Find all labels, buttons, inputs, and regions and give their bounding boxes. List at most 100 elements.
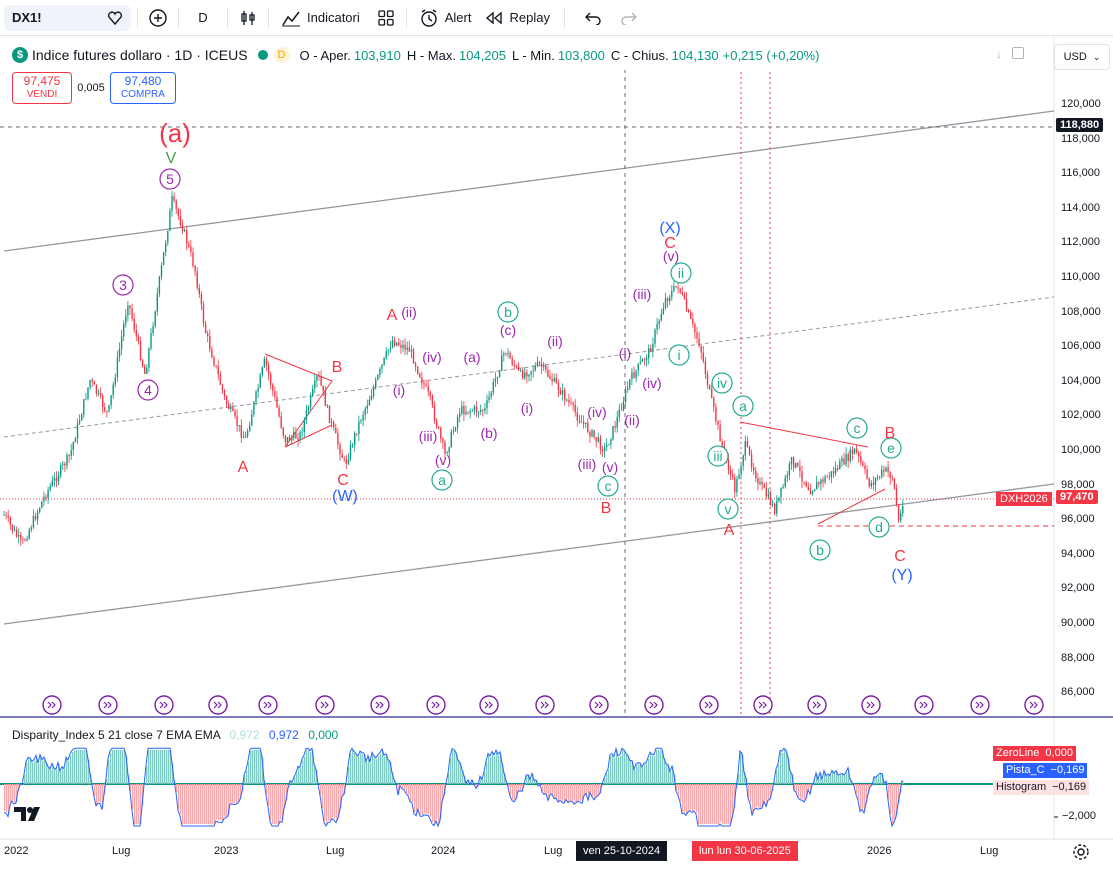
histogram-bar [292,782,294,784]
alert-button[interactable]: Alert [413,0,478,36]
histogram-bar [452,750,454,784]
candle-body [62,463,64,466]
histogram-bar [504,773,506,784]
event-marker[interactable] [208,695,228,715]
wave-label: B [601,500,612,517]
histogram-bar [872,784,874,786]
chart-type-button[interactable] [234,4,262,32]
event-marker[interactable] [426,695,446,715]
candle-body [759,481,761,484]
histogram-bar [202,784,204,824]
time-axis[interactable]: 2022 Lug 2023 Lug 2024 Lug 2026 Lug ven 25-10-20… [0,840,1113,869]
wave-label: b [816,542,824,558]
arrow-down-icon[interactable]: ↓ [996,47,1002,61]
event-marker[interactable] [154,695,174,715]
candle-body [389,347,392,350]
legend-high-value: 104,205 [458,47,506,63]
histogram-bar [484,772,486,784]
replay-button[interactable]: Replay [477,0,557,36]
wave-label-circle [597,475,619,497]
event-marker[interactable] [98,695,118,715]
currency-selector[interactable]: USD ⌄ [1054,44,1110,70]
histogram-bar [44,758,46,784]
histogram-bar [136,784,138,824]
interval-button[interactable]: D [185,0,221,36]
histogram-bar [64,769,66,784]
buy-button[interactable]: 97,480 COMPRA [110,72,176,104]
wave-label-circle [707,445,729,467]
event-marker[interactable] [42,695,62,715]
settings-gear-icon[interactable] [1072,843,1090,866]
histogram-bar [274,784,276,824]
redo-button[interactable] [615,4,643,32]
price-axis-label: 120,000 [1061,98,1101,110]
histogram-bar [148,750,150,784]
histogram-bar [456,754,458,784]
compare-add-button[interactable] [144,4,172,32]
histogram-bar [896,784,898,816]
candle-body [866,469,868,479]
event-marker[interactable] [914,695,934,715]
candle-body [165,242,167,253]
histogram-bar [308,750,310,784]
elliott-wave-labels: 5 3 4 (ii) (iv) (i) (iii) (v) (a) (b) (c) (ii) (i) (i… [112,118,913,584]
wave-label: B [332,359,343,376]
price-chart[interactable]: 5 3 4 (ii) (iv) (i) (iii) (v) (a) (b) (c) (ii) (i) (i… [0,37,1113,869]
histogram-bar [290,780,292,784]
candle-body [74,438,77,443]
indicators-button[interactable]: Indicatori [275,0,366,36]
indicator-value-tags: ZeroLine 0,000 Pista_C −0,169 Histogram −0,… [993,746,1090,797]
histogram-bar [376,758,378,784]
histogram-bar [38,764,40,784]
crosshair-date-tag: ven 25-10-2024 [576,841,668,861]
histogram-bar [778,764,780,784]
histogram-bar [106,778,108,784]
candle-body [782,486,784,488]
event-marker[interactable] [753,695,773,715]
event-marker[interactable] [535,695,555,715]
candle-body [51,480,53,487]
event-marker[interactable] [258,695,278,715]
sell-button[interactable]: 97,475 VENDI [12,72,72,104]
layouts-button[interactable] [372,4,400,32]
legend-badge-d: D [273,47,290,63]
heart-shield-icon[interactable] [107,10,123,26]
event-marker[interactable] [315,695,335,715]
histogram-bar [542,784,544,792]
redo-icon [621,12,637,25]
histogram-bar [618,757,620,784]
event-marker[interactable] [370,695,390,715]
histogram-bar [862,784,864,809]
histogram-bar [418,784,420,808]
indicator-value-1: 0,972 [229,728,260,742]
histogram-bar [410,784,412,801]
wave-label: C [337,472,349,489]
candle-body [112,384,114,396]
symbol-search[interactable]: DX1! [4,4,131,31]
event-marker[interactable] [699,695,719,715]
event-marker[interactable] [807,695,827,715]
event-marker[interactable] [861,695,881,715]
candle-body [612,426,614,440]
histogram-bar [884,783,886,784]
wave-label: a [739,398,747,414]
price-axis[interactable]: 120,000 118,000 116,000 114,000 112,000 110,0… [1055,70,1113,715]
indicator-value-3: 0,000 [308,728,339,742]
histogram-bar [222,784,224,821]
event-marker[interactable] [1024,695,1044,715]
undo-button[interactable] [579,4,607,32]
maximize-pane-icon[interactable] [1012,47,1024,59]
histogram-bar [564,784,566,803]
histogram-bar [562,784,564,802]
candle-body [133,318,135,330]
event-marker[interactable] [479,695,499,715]
tradingview-logo[interactable] [14,805,46,828]
event-marker[interactable] [589,695,609,715]
histogram-bar [494,756,496,784]
candle-body [536,362,539,366]
candle-body [341,454,343,458]
histogram-bar [642,767,644,784]
histogram-bar [406,784,408,794]
event-marker[interactable] [970,695,990,715]
event-marker[interactable] [644,695,664,715]
